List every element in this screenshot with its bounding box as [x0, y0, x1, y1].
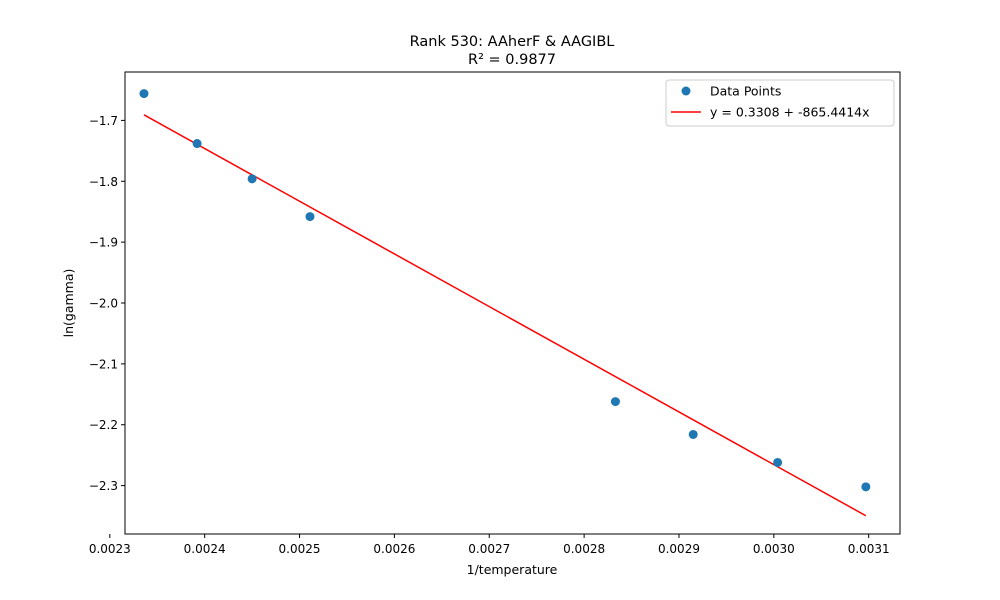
data-point: [610, 397, 620, 407]
x-axis: 0.0023 0.0024 0.0025 0.0026 0.0027 0.0028 0.00…: [89, 534, 890, 556]
legend-box: [665, 79, 895, 127]
chart-title: Rank 530: AAherF & AAGIBL: [410, 34, 615, 50]
y-axis: −1.7 −1.8 −1.9 −2.0 −2.1 −2.2 −2.3: [89, 114, 125, 493]
y-tick-label: −2.0: [89, 297, 118, 311]
x-tick-label: 0.0024: [184, 542, 226, 556]
x-tick-label: 0.0023: [89, 542, 131, 556]
data-point: [688, 429, 698, 439]
y-tick-label: −2.3: [89, 479, 118, 493]
legend-marker-data-points: [681, 86, 691, 96]
data-point: [192, 139, 202, 149]
data-point: [247, 174, 257, 184]
x-tick-label: 0.0029: [658, 542, 700, 556]
y-tick-label: −1.9: [89, 236, 118, 250]
data-point: [305, 212, 315, 222]
legend: Data Points y = 0.3308 + -865.4414x: [665, 79, 895, 127]
x-tick-label: 0.0031: [848, 542, 890, 556]
data-point: [773, 457, 783, 467]
x-tick-label: 0.0027: [468, 542, 510, 556]
legend-label-fit-line: y = 0.3308 + -865.4414x: [710, 105, 870, 120]
chart-subtitle: R² = 0.9877: [468, 52, 556, 68]
y-tick-label: −2.2: [89, 418, 118, 432]
legend-label-data-points: Data Points: [710, 84, 781, 99]
x-tick-label: 0.0026: [373, 542, 415, 556]
x-tick-label: 0.0028: [563, 542, 605, 556]
axes-frame: [124, 71, 901, 535]
y-tick-label: −1.7: [89, 114, 118, 128]
x-axis-label: 1/temperature: [467, 562, 558, 577]
fit-line: [143, 114, 867, 517]
x-tick-label: 0.0030: [753, 542, 795, 556]
data-point: [861, 482, 871, 492]
plot-area: [124, 71, 901, 535]
y-tick-label: −2.1: [89, 357, 118, 371]
y-axis-label: ln(gamma): [61, 269, 76, 338]
y-tick-label: −1.8: [89, 175, 118, 189]
x-tick-label: 0.0025: [279, 542, 321, 556]
data-point: [139, 89, 149, 99]
